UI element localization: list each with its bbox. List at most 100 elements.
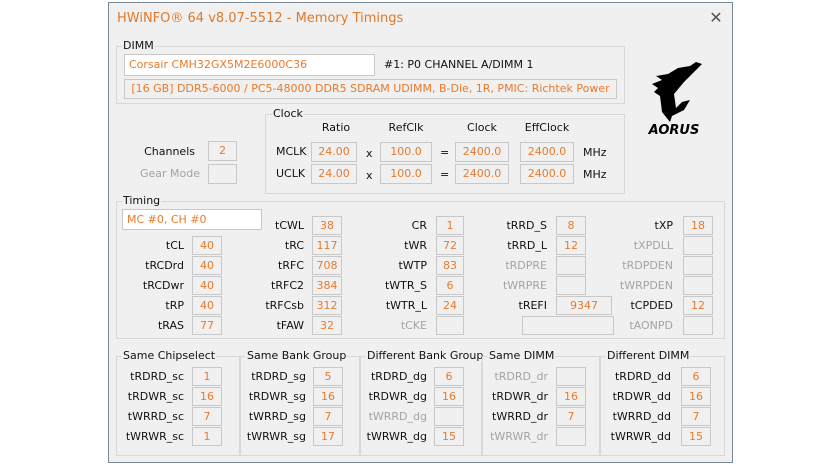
label-trdwr-sc: tRDWR_sc — [127, 390, 184, 403]
label-tras: tRAS — [157, 319, 184, 332]
label-taonpd: tAONPD — [629, 319, 673, 332]
ratio-value: 24.00 — [311, 142, 357, 162]
value-trdwr-sg: 16 — [313, 387, 343, 406]
value-trfcsb: 312 — [312, 296, 342, 315]
label-twr: tWR — [404, 239, 427, 252]
label-tcpded: tCPDED — [630, 299, 673, 312]
controller-value: MC #0, CH #0 — [127, 213, 207, 226]
label-trdrd-dd: tRDRD_dd — [614, 370, 671, 383]
label-trrd-l: tRRD_L — [507, 239, 547, 252]
label-trfcsb: tRFCsb — [265, 299, 304, 312]
label-trdwr-sg: tRDWR_sg — [248, 390, 306, 403]
value-trdrd-dg: 6 — [434, 367, 464, 386]
unit-label: MHz — [583, 146, 607, 159]
value-trdrd-sg: 5 — [313, 367, 343, 386]
value-twrwr-sg: 17 — [313, 427, 343, 446]
label-twrrd-dd: tWRRD_dd — [612, 410, 671, 423]
memory-timings-window — [108, 2, 733, 463]
subgroup-title: Different DIMM — [606, 349, 691, 362]
label-trdwr-dg: tRDWR_dg — [368, 390, 427, 403]
label-twtp: tWTP — [398, 259, 427, 272]
label-twrrd-dr: tWRRD_dr — [492, 410, 548, 423]
dimm-group-label: DIMM — [122, 39, 155, 52]
effclock-value: 2400.0 — [520, 142, 574, 162]
value-cr: 1 — [436, 216, 464, 235]
label-trefi: tREFI — [518, 299, 547, 312]
timing-group-label: Timing — [122, 194, 162, 207]
value-tfaw: 32 — [312, 316, 342, 335]
unit-label: MHz — [583, 168, 607, 181]
label-txp: tXP — [654, 219, 673, 232]
clock-group-label: Clock — [272, 107, 304, 120]
label-trc: tRC — [284, 239, 304, 252]
clock-value: 2400.0 — [455, 142, 509, 162]
equals-sign: = — [440, 146, 450, 159]
aorus-logo: AORUS — [648, 62, 702, 138]
window-title: HWiNFO® 64 v8.07-5512 - Memory Timings — [117, 11, 404, 26]
label-trdpre: tRDPRE — [505, 259, 547, 272]
value-twrwr-dd: 15 — [681, 427, 711, 446]
label-trfc2: tRFC2 — [271, 279, 304, 292]
label-trdrd-sg: tRDRD_sg — [251, 370, 306, 383]
subgroup-title: Different Bank Group — [366, 349, 485, 362]
refclk-value: 100.0 — [380, 164, 432, 184]
dimm-slot-label: #1: P0 CHANNEL A/DIMM 1 — [384, 58, 534, 71]
dimm-module-select[interactable]: Corsair CMH32GX5M2E6000C36 — [124, 54, 375, 76]
value-twrrd-dg — [434, 407, 464, 426]
value-trcdwr: 40 — [192, 276, 222, 295]
gear-mode-value — [208, 164, 237, 184]
value-trfc: 708 — [312, 256, 342, 275]
value-trdwr-sc: 16 — [192, 387, 222, 406]
value-twrpre — [556, 276, 586, 295]
value-trdwr-dg: 16 — [434, 387, 464, 406]
label-twrrd-dg: tWRRD_dg — [368, 410, 427, 423]
value-trdrd-dd: 6 — [681, 367, 711, 386]
value-tcl: 40 — [192, 236, 222, 255]
label-twrpre: tWRPRE — [502, 279, 547, 292]
value-trcdrd: 40 — [192, 256, 222, 275]
label-twtr-l: tWTR_L — [385, 299, 427, 312]
value-txp: 18 — [683, 216, 713, 235]
value-twrrd-dr: 7 — [556, 407, 586, 426]
label-twrwr-dd: tWRWR_dd — [610, 430, 671, 443]
label-tcl: tCL — [165, 239, 184, 252]
gear-mode-label: Gear Mode — [139, 167, 200, 180]
clock-header-refclk: RefClk — [388, 121, 424, 134]
refclk-value: 100.0 — [380, 142, 432, 162]
clock-header-clock: Clock — [467, 121, 497, 134]
label-trrd-s: tRRD_S — [506, 219, 547, 232]
value-tras: 77 — [192, 316, 222, 335]
value-twtr-s: 6 — [436, 276, 464, 295]
value-tcwl: 38 — [312, 216, 342, 235]
channels-label: Channels — [144, 145, 195, 158]
value-trefi: 9347 — [556, 296, 612, 315]
svg-text:AORUS: AORUS — [648, 123, 700, 138]
label-twrrd-sc: tWRRD_sc — [127, 410, 184, 423]
controller-select[interactable]: MC #0, CH #0 — [122, 209, 262, 230]
label-trfc: tRFC — [278, 259, 304, 272]
label-twrwr-sg: tWRWR_sg — [246, 430, 306, 443]
times-sign: x — [366, 169, 373, 182]
label-twrwr-sc: tWRWR_sc — [125, 430, 184, 443]
label-tfaw: tFAW — [276, 319, 304, 332]
clock-header-effclock: EffClock — [524, 121, 570, 134]
label-trcdwr: tRCDwr — [142, 279, 184, 292]
value-twtr-l: 24 — [436, 296, 464, 315]
timing-group — [116, 201, 725, 339]
effclock-value: 2400.0 — [520, 164, 574, 184]
value-twrpden — [683, 276, 713, 295]
close-icon[interactable]: ✕ — [709, 8, 723, 27]
value-trdpre — [556, 256, 586, 275]
clock-value: 2400.0 — [455, 164, 509, 184]
label-twtr-s: tWTR_S — [384, 279, 427, 292]
ratio-value: 24.00 — [311, 164, 357, 184]
label-trcdrd: tRCDrd — [145, 259, 184, 272]
label-trdrd-sc: tRDRD_sc — [130, 370, 184, 383]
value-twrwr-sc: 1 — [192, 427, 222, 446]
label-twrrd-sg: tWRRD_sg — [248, 410, 306, 423]
value-trdwr-dr: 16 — [556, 387, 586, 406]
label-trp: tRP — [165, 299, 184, 312]
clock-header-ratio: Ratio — [321, 121, 351, 134]
value-trrd-l: 12 — [556, 236, 586, 255]
dimm-info-field: [16 GB] DDR5-6000 / PC5-48000 DDR5 SDRAM… — [124, 79, 617, 99]
